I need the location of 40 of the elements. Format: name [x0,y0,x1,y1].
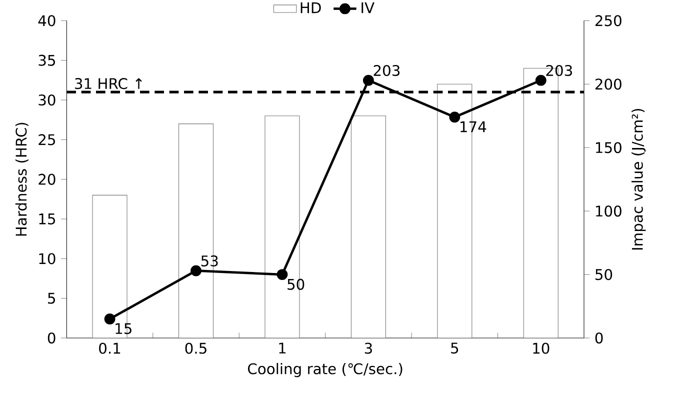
y-tick-label: 10 [39,253,56,264]
point [449,112,460,123]
y2-tick-label: 0 [595,332,603,344]
y2-axis-title: Impac value (J/cm²) [632,108,646,250]
data-label: 53 [201,255,218,266]
x-tick-label: 10 [533,342,550,354]
legend-label: HD [300,2,321,14]
y2-tick-label: 200 [595,78,622,90]
x-tick-label: 0.1 [99,342,120,354]
x-tick-label: 5 [451,342,458,354]
point [276,269,288,280]
y-tick-label: 20 [38,174,56,185]
bar [350,116,386,338]
point [535,74,546,86]
x-tick-label: 0.5 [185,342,206,354]
y-tick-label: 0 [48,332,56,344]
y-tick-label: 30 [38,94,56,106]
y-tick-label: 15 [39,214,55,224]
y2-tick-label: 150 [596,142,622,154]
data-label: 203 [374,64,400,76]
point [104,313,116,324]
point [362,74,374,86]
y-tick-label: 35 [38,54,55,66]
y-tick-label: 40 [38,15,56,26]
data-label: 174 [460,121,486,132]
y2-tick-label: 250 [595,15,622,26]
x-axis-title: Cooling rate (℃/sec.) [248,362,402,378]
data-label: 15 [116,323,132,334]
x-tick-label: 3 [364,342,372,354]
y-axis-title: Hardness (HRC) [15,122,28,236]
y2-tick-label: 50 [596,268,612,280]
data-label: 203 [546,64,572,76]
y-tick-label: 5 [48,292,55,304]
point [190,265,202,276]
y2-tick-label: 100 [596,206,622,217]
ref-line-label: 31 HRC ↑ [75,78,142,90]
data-label: 50 [288,278,304,290]
y-tick-label: 25 [38,134,55,146]
legend-label: IV [362,2,374,14]
x-tick-label: 1 [279,342,286,354]
